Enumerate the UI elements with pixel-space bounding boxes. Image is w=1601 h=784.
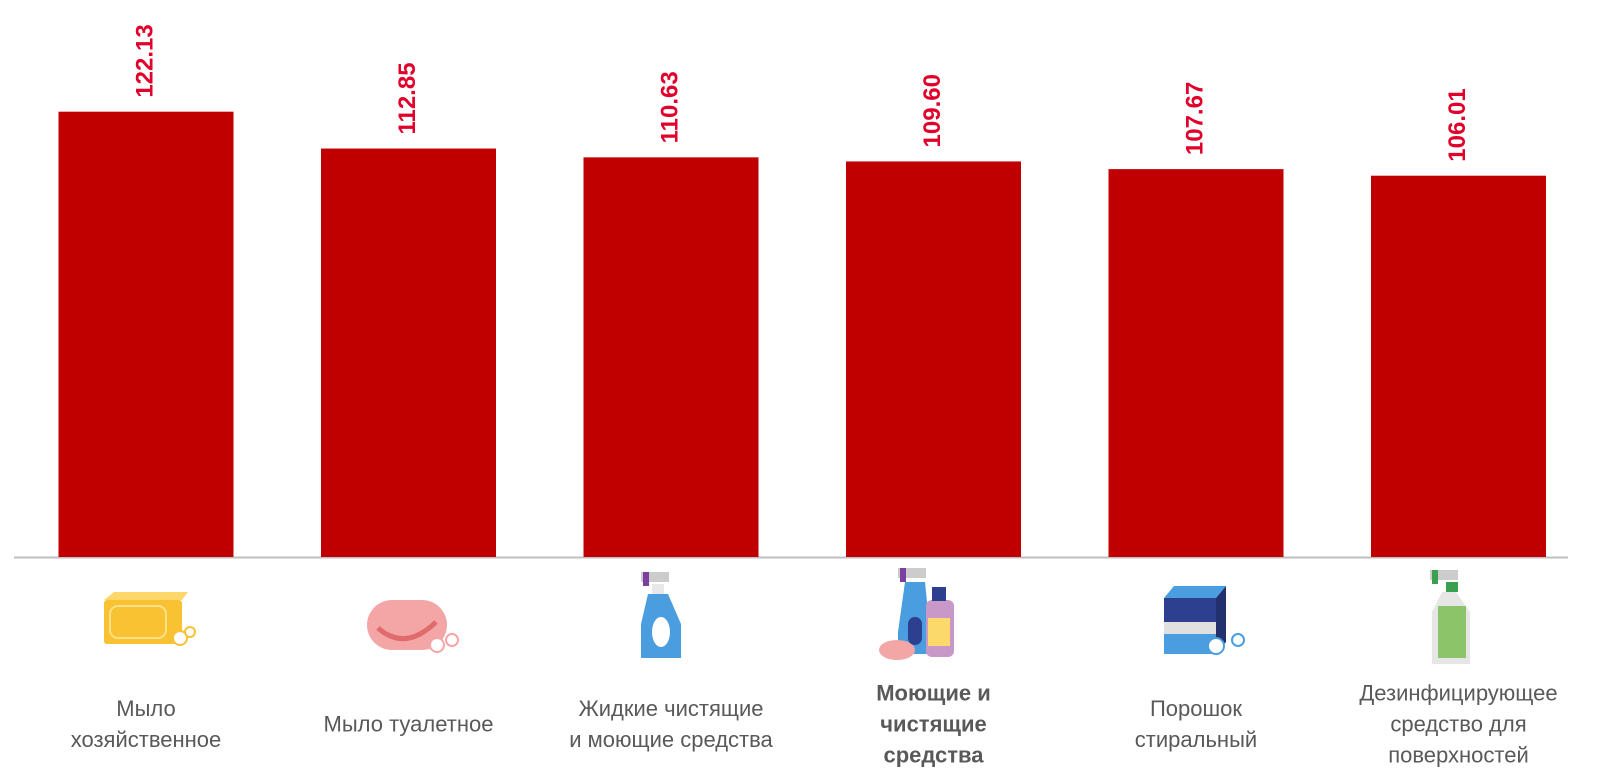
icon-soap-toilet bbox=[367, 600, 459, 653]
icon-spray bbox=[641, 572, 681, 658]
category-label: Мыло хозяйственное bbox=[70, 696, 222, 752]
bar bbox=[846, 161, 1021, 557]
icon-powder bbox=[1164, 586, 1245, 655]
value-label: 112.85 bbox=[394, 62, 421, 134]
bar bbox=[58, 111, 234, 557]
icon-soap-household bbox=[104, 592, 196, 646]
bar bbox=[1108, 169, 1284, 557]
value-label: 107.67 bbox=[1181, 82, 1208, 155]
value-label: 122.13 bbox=[131, 24, 158, 97]
bar bbox=[321, 148, 496, 557]
category-label: Жидкие чистящие и моющие средства bbox=[569, 696, 773, 752]
category-label: Мыло туалетное bbox=[323, 711, 494, 737]
category-label: Порошок стиральный bbox=[1134, 696, 1258, 752]
value-label: 106.01 bbox=[1444, 88, 1471, 161]
category-label: Моющие и чистящие средства bbox=[876, 680, 991, 768]
icon-disinfectant bbox=[1430, 570, 1470, 664]
bar bbox=[583, 157, 759, 557]
value-label: 109.60 bbox=[919, 74, 946, 147]
icon-cleaners bbox=[879, 568, 954, 660]
bar bbox=[1371, 175, 1546, 558]
category-label: Дезинфицирующее средство для поверхносте… bbox=[1359, 680, 1558, 768]
value-label: 110.63 bbox=[656, 71, 683, 143]
